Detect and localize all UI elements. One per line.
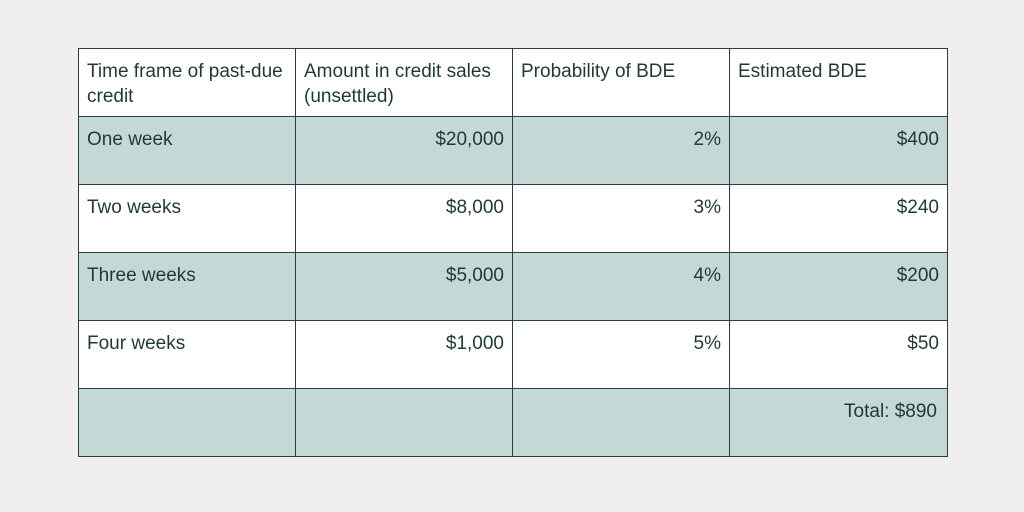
amount-cell: $8,000 <box>295 184 513 253</box>
total-cell: Total: $890 <box>729 388 948 457</box>
header-probability: Probability of BDE <box>512 48 730 117</box>
probability-cell: 5% <box>512 320 730 389</box>
empty-cell <box>512 388 730 457</box>
bad-debt-estimate-table: Time frame of past-due credit Amount in … <box>78 48 948 457</box>
table-row: One week $20,000 2% $400 <box>78 116 948 185</box>
probability-cell: 4% <box>512 252 730 321</box>
table-row: Two weeks $8,000 3% $240 <box>78 184 948 253</box>
time-frame-cell: One week <box>78 116 296 185</box>
probability-cell: 3% <box>512 184 730 253</box>
time-frame-cell: Two weeks <box>78 184 296 253</box>
probability-cell: 2% <box>512 116 730 185</box>
empty-cell <box>295 388 513 457</box>
estimated-bde-cell: $400 <box>729 116 948 185</box>
table-row: Four weeks $1,000 5% $50 <box>78 320 948 389</box>
header-estimated-bde: Estimated BDE <box>729 48 948 117</box>
estimated-bde-cell: $200 <box>729 252 948 321</box>
total-row: Total: $890 <box>78 388 948 457</box>
amount-cell: $20,000 <box>295 116 513 185</box>
time-frame-cell: Four weeks <box>78 320 296 389</box>
estimated-bde-cell: $240 <box>729 184 948 253</box>
time-frame-cell: Three weeks <box>78 252 296 321</box>
estimated-bde-cell: $50 <box>729 320 948 389</box>
amount-cell: $1,000 <box>295 320 513 389</box>
table-row: Three weeks $5,000 4% $200 <box>78 252 948 321</box>
header-amount: Amount in credit sales (unsettled) <box>295 48 513 117</box>
amount-cell: $5,000 <box>295 252 513 321</box>
empty-cell <box>78 388 296 457</box>
table-header-row: Time frame of past-due credit Amount in … <box>78 48 948 117</box>
header-time-frame: Time frame of past-due credit <box>78 48 296 117</box>
